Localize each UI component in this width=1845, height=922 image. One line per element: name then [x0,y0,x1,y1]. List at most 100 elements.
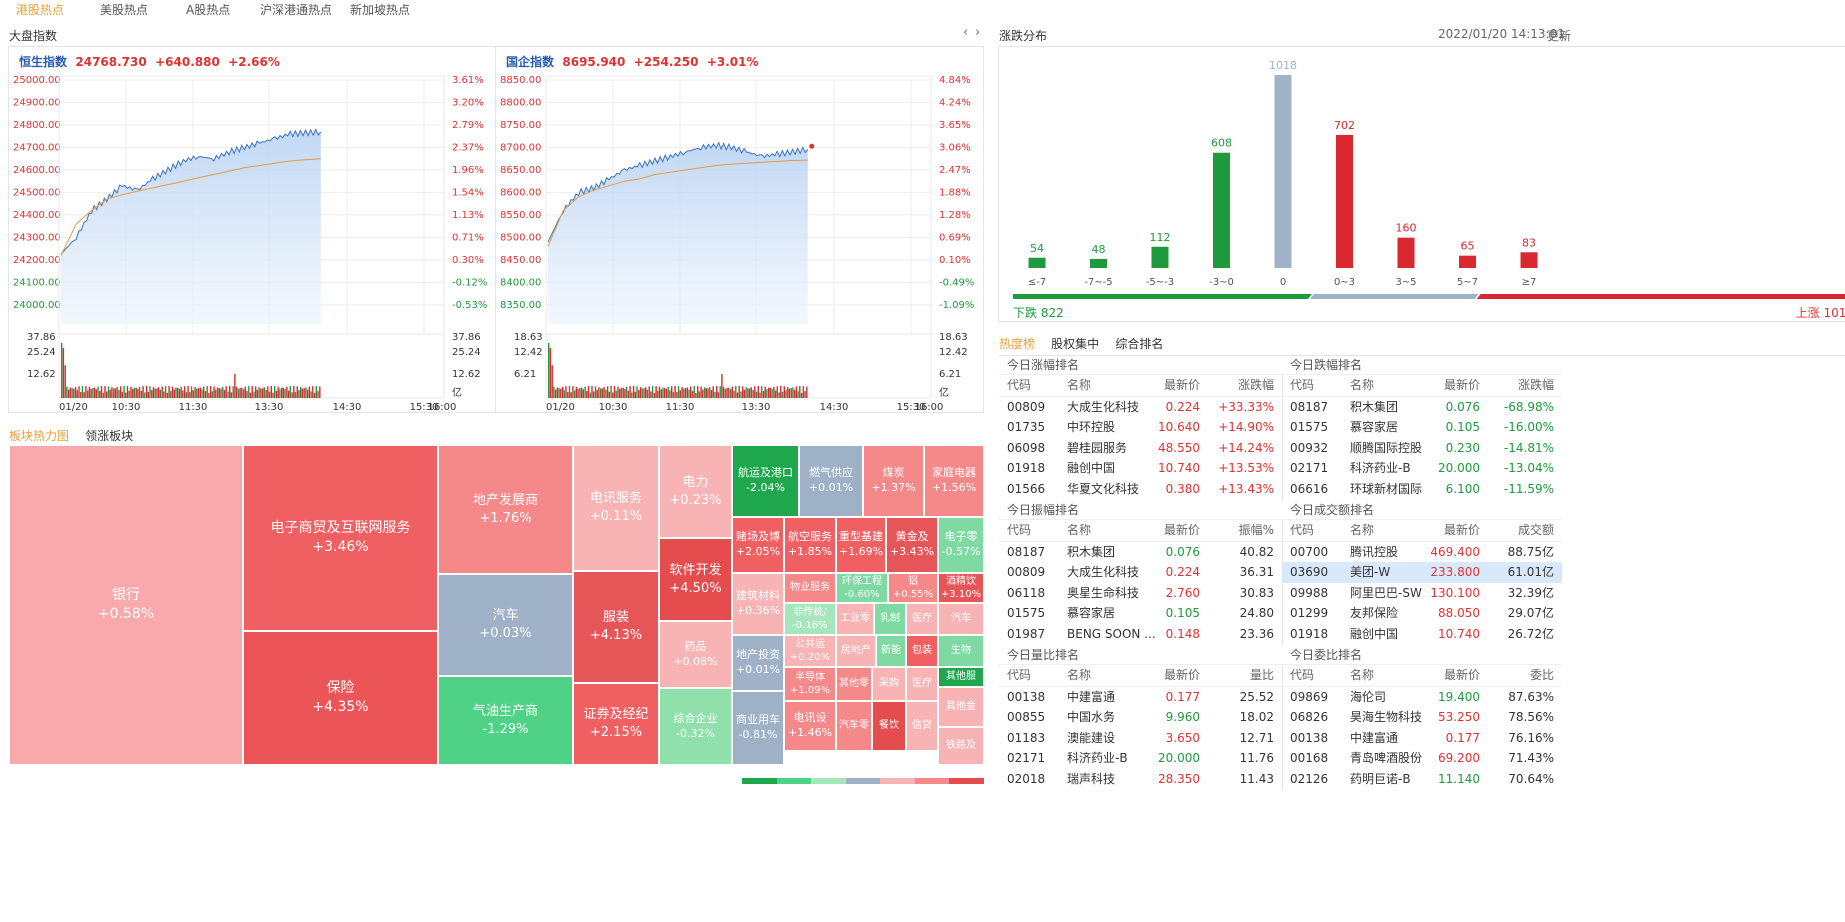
sector-tile[interactable]: 乳制 [874,603,906,635]
table-row[interactable]: 02126 药明巨诺-B 11.140 70.64% [1282,769,1562,790]
table-row[interactable]: 00138 中建富通 0.177 76.16% [1282,728,1562,749]
tab-hot-rank[interactable]: 热度榜 [999,337,1036,351]
sector-tile[interactable]: 电子零 -0.57% [938,517,984,573]
column-header[interactable]: 委比 [1529,668,1554,682]
sector-tile[interactable]: 保险 +4.35% [243,631,438,765]
column-header[interactable]: 涨跌幅 [1237,378,1274,392]
table-row[interactable]: 00855 中国水务 9.960 18.02 [999,707,1282,728]
tab-equity-concentration[interactable]: 股权集中 [1051,337,1100,351]
tab-us-hot[interactable]: 美股热点 [100,3,149,17]
next-arrow-icon[interactable]: › [975,25,981,40]
column-header[interactable]: 振幅% [1238,523,1274,537]
table-row[interactable]: 08187 积木集团 0.076 -68.98% [1282,397,1562,418]
table-row[interactable]: 00809 大成生化科技 0.224 36.31 [999,562,1282,583]
sector-tile[interactable]: 软件开发 +4.50% [659,538,732,621]
sector-tile[interactable]: 酒精饮 +3.10% [938,573,984,603]
sector-tile[interactable]: 航空服务 +1.85% [784,517,836,573]
table-row[interactable]: 02171 科济药业-B 20.000 11.76 [999,748,1282,769]
prev-arrow-icon[interactable]: ‹ [963,25,969,40]
table-row[interactable]: 01918 融创中国 10.740 26.72亿 [1282,624,1562,645]
table-row[interactable]: 08187 积木集团 0.076 40.82 [999,542,1282,563]
sector-tile[interactable]: 电力 +0.23% [659,445,732,538]
hsi-name[interactable]: 恒生指数 [19,55,68,69]
sector-tile[interactable]: 其他金 [938,687,984,727]
sector-tile[interactable]: 铁路及 [938,727,984,765]
sector-tile[interactable]: 环保工程 -0.60% [836,573,888,603]
sector-tile[interactable]: 服装 +4.13% [573,571,659,683]
table-row[interactable]: 06616 环球新材国际 6.100 -11.59% [1282,479,1562,500]
sector-tile[interactable]: 黄金及 +3.43% [886,517,938,573]
sector-tile[interactable]: 物业服务 [784,573,836,603]
sector-tile[interactable]: 医疗 [906,667,938,701]
table-row[interactable]: 00809 大成生化科技 0.224 +33.33% [999,397,1282,418]
table-row[interactable]: 06826 昊海生物科技 53.250 78.56% [1282,707,1562,728]
sector-tile[interactable]: 煤炭 +1.37% [863,445,924,517]
sector-tile[interactable]: 信贷 [906,701,938,751]
sector-tile[interactable]: 赌场及博 +2.05% [732,517,784,573]
hscei-name[interactable]: 国企指数 [506,55,555,69]
sector-tile[interactable]: 生物 [938,635,984,667]
sector-tile[interactable]: 餐饮 [872,701,906,751]
table-row[interactable]: 01987 BENG SOON ... 0.148 23.36 [999,624,1282,645]
tab-a-hot[interactable]: A股热点 [186,3,231,17]
table-row[interactable]: 00138 中建富通 0.177 25.52 [999,687,1282,708]
sector-tile[interactable]: 房地产 [836,635,876,667]
tab-leading-sectors[interactable]: 领涨板块 [85,429,134,443]
sector-tile[interactable]: 商业用车 -0.81% [732,691,784,765]
sector-tile[interactable]: 半导体 +1.09% [784,667,836,701]
hscei-chart[interactable]: 8850.00 4.84% 8800.00 4.24% 8750.00 3.65% 8700… [496,47,983,412]
tab-sector-heatmap[interactable]: 板块热力图 [9,429,70,443]
sector-tile[interactable]: 证券及经纪 +2.15% [573,683,659,765]
sector-tile[interactable]: 新能 [876,635,906,667]
sector-tile[interactable]: 电讯服务 +0.11% [573,445,659,571]
sector-tile[interactable]: 非传统/ -0.16% [784,603,836,635]
column-header[interactable]: 最新价 [1443,668,1480,682]
sector-tile[interactable]: 汽车 [938,603,984,635]
sector-tile[interactable]: 汽车零 [836,701,872,751]
tab-connect-hot[interactable]: 沪深港通热点 [260,3,333,17]
table-row[interactable]: 01575 慕容家居 0.105 -16.00% [1282,417,1562,438]
sector-tile[interactable]: 建筑材料 +0.36% [732,573,784,635]
sector-tile[interactable]: 气油生产商 -1.29% [438,676,573,765]
sector-tile[interactable]: 其他服 [938,667,984,687]
sector-tile[interactable]: 地产发展商 +1.76% [438,445,573,574]
sector-tile[interactable]: 燃气供应 +0.01% [799,445,863,517]
table-row[interactable]: 00168 青岛啤酒股份 69.200 71.43% [1282,748,1562,769]
table-row[interactable]: 09869 海伦司 19.400 87.63% [1282,687,1562,708]
sector-tile[interactable]: 公共运 +0.20% [784,635,836,667]
sector-tile[interactable]: 包装 [906,635,938,667]
sector-tile[interactable]: 银行 +0.58% [9,445,243,765]
table-row[interactable]: 00932 顺腾国际控股 0.230 -14.81% [1282,438,1562,459]
sector-tile[interactable]: 电讯设 +1.46% [784,701,836,751]
sector-tile[interactable]: 药品 +0.08% [659,621,732,688]
table-row[interactable]: 01575 慕容家居 0.105 24.80 [999,603,1282,624]
table-row[interactable]: 06118 奥星生命科技 2.760 30.83 [999,583,1282,604]
tab-composite-rank[interactable]: 综合排名 [1115,337,1164,351]
sector-tile[interactable]: 汽车 +0.03% [438,574,573,676]
tab-hk-hot[interactable]: 港股热点 [16,3,65,17]
sector-tile[interactable]: 地产投资 +0.01% [732,635,784,691]
sector-tile[interactable]: 医疗 [906,603,938,635]
column-header[interactable]: 量比 [1249,668,1274,682]
sector-tile[interactable]: 工业零 [836,603,874,635]
sector-tile[interactable]: 电子商贸及互联网服务 +3.46% [243,445,438,631]
sector-tile[interactable]: 铝 +0.55% [888,573,938,603]
table-row[interactable]: 06098 碧桂园服务 48.550 +14.24% [999,438,1282,459]
sector-tile[interactable]: 航运及港口 -2.04% [732,445,799,517]
column-header[interactable]: 最新价 [1163,668,1200,682]
table-row[interactable]: 01299 友邦保险 88.050 29.07亿 [1282,603,1562,624]
hsi-chart[interactable]: 25000.00 3.61% 24900.00 3.20% 24800.00 2.79% 2… [9,47,496,412]
sector-tile[interactable]: 其他零 [836,667,872,701]
sector-tile[interactable]: 重型基建 +1.69% [836,517,886,573]
sector-tile[interactable]: 综合企业 -0.32% [659,688,732,765]
column-header[interactable]: 最新价 [1443,378,1480,392]
table-row[interactable]: 01735 中环控股 10.640 +14.90% [999,417,1282,438]
table-row[interactable]: 09988 阿里巴巴-SW 130.100 32.39亿 [1282,583,1562,604]
column-header[interactable]: 成交额 [1517,523,1554,537]
tab-sg-hot[interactable]: 新加坡热点 [350,3,411,17]
table-row[interactable]: 01566 华夏文化科技 0.380 +13.43% [999,479,1282,500]
column-header[interactable]: 最新价 [1163,523,1200,537]
table-row[interactable]: 00700 腾讯控股 469.400 88.75亿 [1282,542,1562,563]
table-row[interactable]: 01918 融创中国 10.740 +13.53% [999,458,1282,479]
table-row[interactable]: 03690 美团-W 233.800 61.01亿 [1282,562,1562,583]
